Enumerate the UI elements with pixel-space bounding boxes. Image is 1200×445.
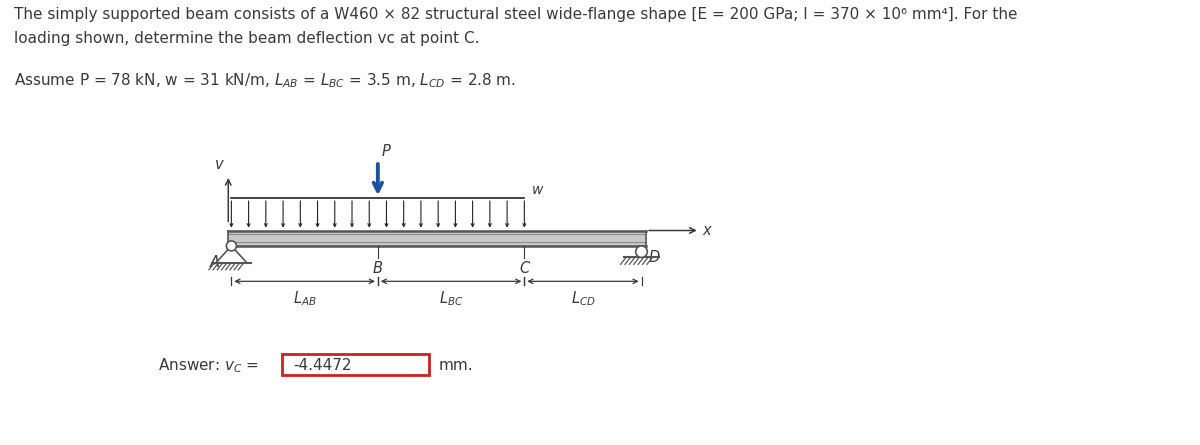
Text: C: C — [520, 261, 529, 276]
Text: The simply supported beam consists of a W460 × 82 structural steel wide-flange s: The simply supported beam consists of a … — [14, 7, 1018, 22]
Text: v: v — [215, 157, 223, 172]
Text: loading shown, determine the beam deflection vᴄ at point C.: loading shown, determine the beam deflec… — [14, 31, 480, 46]
Text: A: A — [209, 255, 220, 270]
Text: w: w — [532, 182, 544, 197]
Text: -4.4472: -4.4472 — [293, 358, 352, 373]
Text: $L_{BC}$: $L_{BC}$ — [439, 289, 463, 308]
Bar — [228, 231, 644, 246]
Text: x: x — [703, 223, 712, 238]
Text: Answer: $v_C$ =: Answer: $v_C$ = — [157, 356, 259, 375]
Text: $L_{AB}$: $L_{AB}$ — [293, 289, 317, 308]
Circle shape — [227, 241, 236, 251]
Text: Assume P = 78 kN, w = 31 kN/m, $L_{AB}$ = $L_{BC}$ = 3.5 m, $L_{CD}$ = 2.8 m.: Assume P = 78 kN, w = 31 kN/m, $L_{AB}$ … — [14, 71, 516, 90]
Text: P: P — [382, 144, 391, 159]
Text: B: B — [373, 261, 383, 276]
Circle shape — [636, 246, 647, 258]
Text: mm.: mm. — [439, 358, 474, 373]
Text: D: D — [648, 250, 660, 265]
Bar — [282, 355, 430, 375]
Text: $L_{CD}$: $L_{CD}$ — [570, 289, 595, 308]
